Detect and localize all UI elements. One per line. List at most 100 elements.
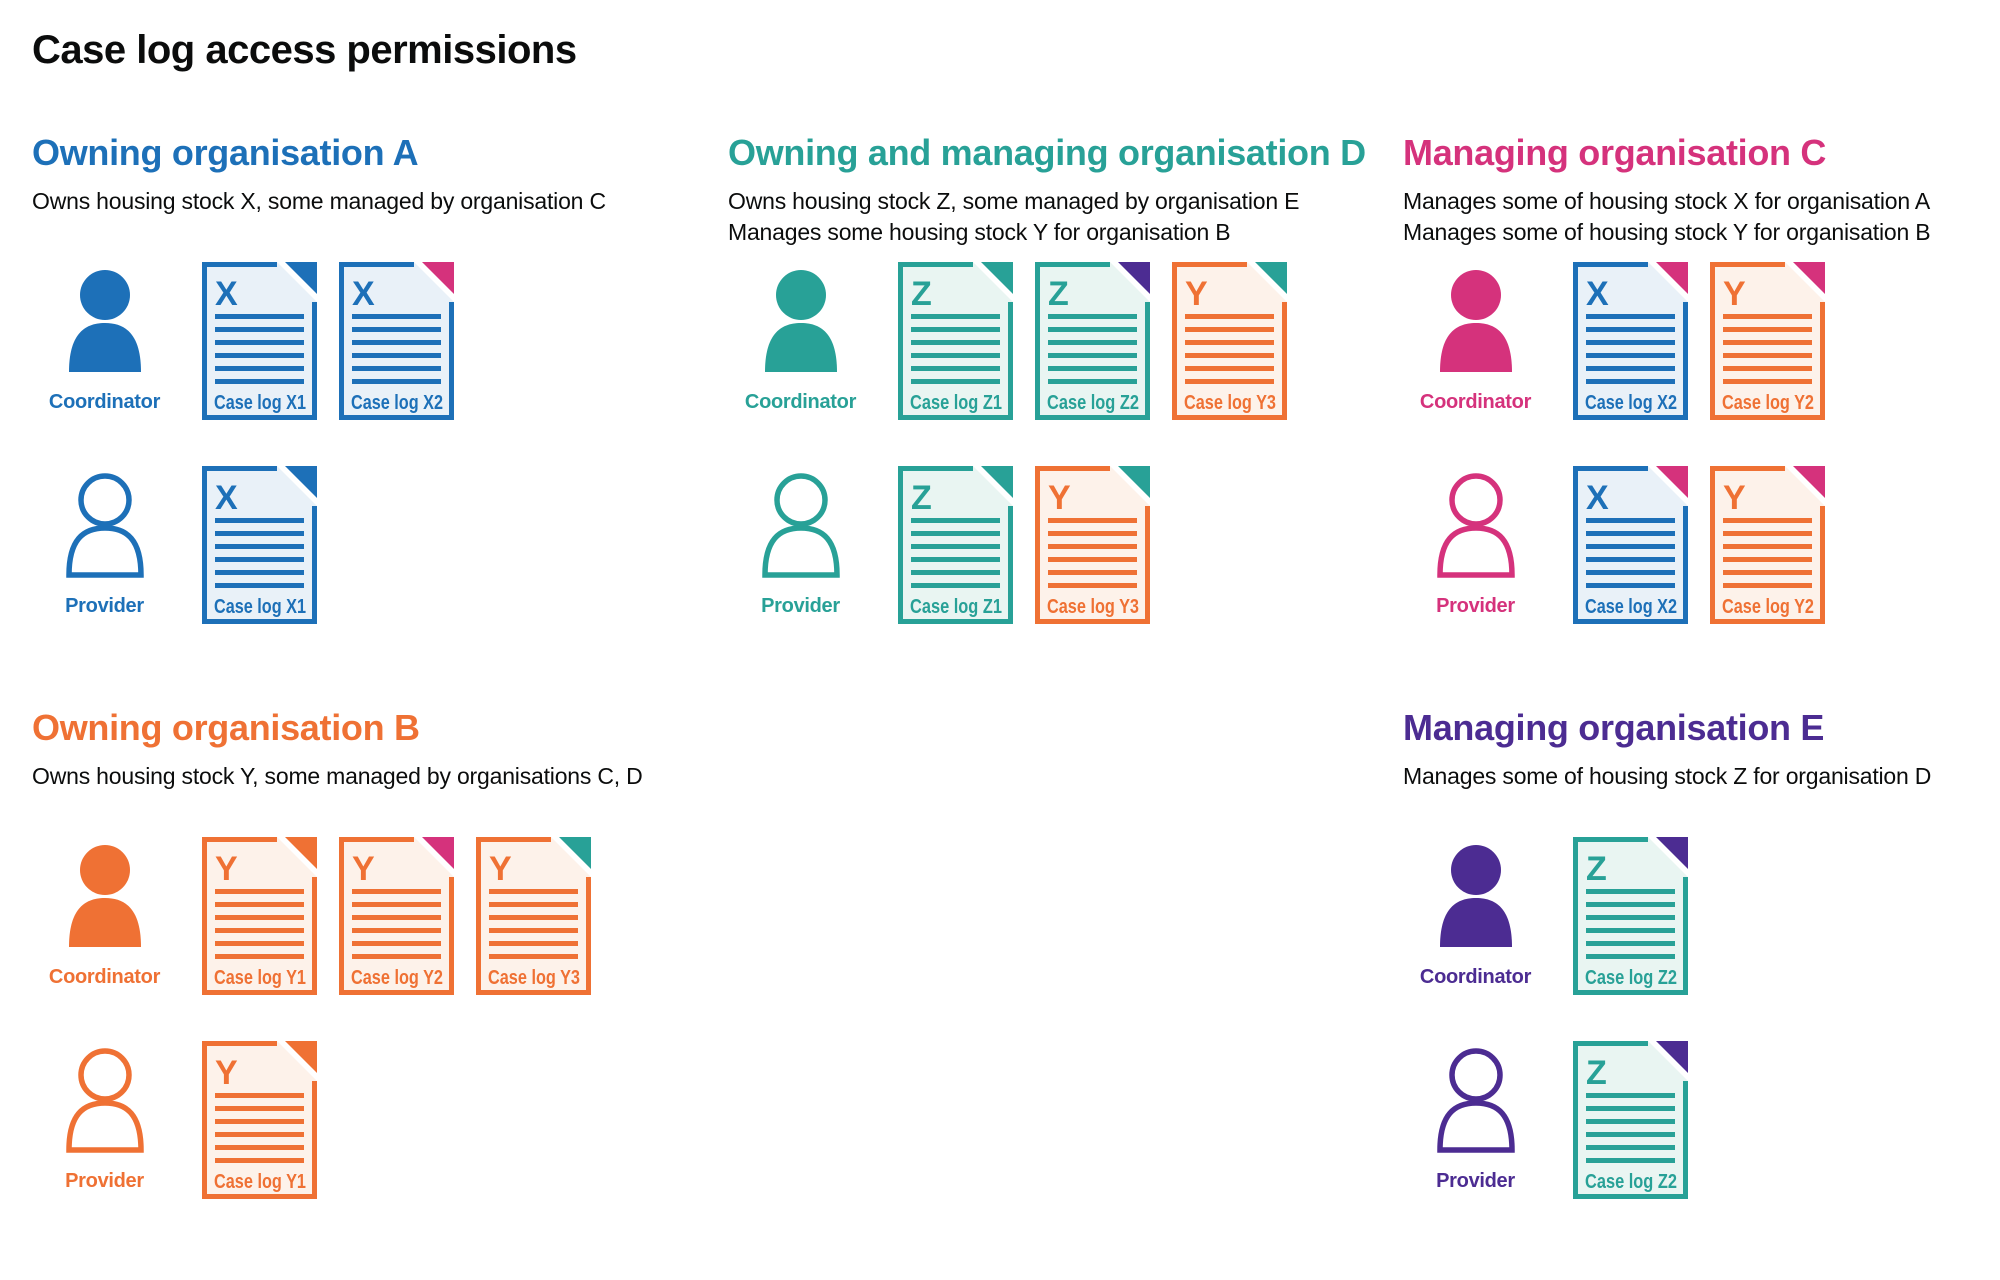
- doc-text-line: [215, 940, 304, 946]
- provider-row: Provider Z Case log Z2: [1403, 1040, 1993, 1199]
- fold-corner-icon: [1656, 1040, 1688, 1073]
- coordinator-icon: [764, 269, 837, 372]
- coordinator-icon: [1439, 269, 1512, 372]
- doc-text-line: [1586, 1157, 1675, 1163]
- case-log-document: X Case log X2: [339, 261, 454, 420]
- section-description: Owns housing stock Z, some managed by or…: [728, 186, 1388, 250]
- case-log-document: Z Case log Z2: [1035, 261, 1150, 420]
- provider-icon: [1436, 473, 1515, 578]
- doc-text-line: [1586, 1144, 1675, 1150]
- doc-text-line: [215, 517, 304, 523]
- stock-letter: X: [1586, 275, 1609, 313]
- doc-text-line: [352, 326, 441, 332]
- case-log-document: X Case log X1: [202, 465, 317, 624]
- section-description: Manages some of housing stock X for orga…: [1403, 186, 1993, 250]
- case-log-label: Case log Z2: [1585, 967, 1677, 989]
- fold-corner-icon: [422, 836, 454, 869]
- case-log-label: Case log Y1: [214, 967, 306, 989]
- stock-letter: Y: [1185, 275, 1208, 313]
- doc-border: [1172, 261, 1287, 420]
- doc-text-line: [215, 914, 304, 920]
- doc-text-line: [1586, 582, 1675, 588]
- coordinator-row: Coordinator Z Case log Z2: [1403, 836, 1993, 995]
- stock-letter: Z: [1586, 850, 1607, 888]
- section-description-line: Manages some of housing stock Y for orga…: [1403, 218, 1931, 245]
- doc-text-line: [1048, 339, 1137, 345]
- case-log-label: Case log Y2: [1722, 596, 1814, 618]
- doc-text-line: [489, 927, 578, 933]
- doc-text-line: [352, 378, 441, 384]
- role-label: Coordinator: [48, 390, 161, 413]
- doc-text-line: [215, 326, 304, 332]
- doc-text-line: [1586, 914, 1675, 920]
- section-description: Owns housing stock X, some managed by or…: [32, 186, 692, 250]
- person-block: Provider: [1403, 1047, 1548, 1193]
- provider-icon: [761, 473, 840, 578]
- doc-text-line: [1586, 953, 1675, 959]
- case-log-label: Case log Y2: [1722, 392, 1814, 414]
- doc-text-line: [215, 352, 304, 358]
- doc-text-line: [1586, 888, 1675, 894]
- doc-text-line: [1048, 378, 1137, 384]
- case-log-list: X Case log X1 X Case log X2: [202, 261, 454, 420]
- case-log-label: Case log X2: [1585, 596, 1677, 618]
- case-log-label: Case log Y3: [488, 967, 580, 989]
- doc-text-line: [1048, 365, 1137, 371]
- stock-letter: Z: [911, 275, 932, 313]
- doc-border: [202, 465, 317, 624]
- doc-text-line: [489, 953, 578, 959]
- fold-corner-icon: [1255, 261, 1287, 294]
- doc-text-line: [1723, 556, 1812, 562]
- doc-text-line: [489, 940, 578, 946]
- provider-icon: [65, 1048, 144, 1153]
- doc-text-line: [911, 543, 1000, 549]
- person-block: Provider: [1403, 472, 1548, 618]
- section-org-c: Managing organisation C Manages some of …: [1403, 134, 1993, 670]
- role-label: Coordinator: [744, 390, 857, 413]
- role-label: Coordinator: [48, 965, 161, 988]
- doc-text-line: [1723, 569, 1812, 575]
- section-title: Managing organisation C: [1403, 132, 1827, 173]
- doc-border: [898, 465, 1013, 624]
- fold-corner-icon: [1793, 261, 1825, 294]
- fold-corner-icon: [1656, 465, 1688, 498]
- stock-letter: Y: [352, 850, 375, 888]
- doc-text-line: [215, 1144, 304, 1150]
- doc-text-line: [911, 365, 1000, 371]
- coordinator-row: Coordinator X Case log X2 Y Case log Y2: [1403, 261, 1993, 420]
- case-log-list: Y Case log Y1 Y Case log Y2 Y Case log Y…: [202, 836, 591, 995]
- role-label: Provider: [1436, 594, 1515, 617]
- doc-text-line: [1586, 378, 1675, 384]
- doc-text-line: [1586, 1131, 1675, 1137]
- doc-text-line: [1048, 313, 1137, 319]
- doc-text-line: [215, 1118, 304, 1124]
- role-label: Coordinator: [1419, 390, 1532, 413]
- doc-border: [1710, 465, 1825, 624]
- doc-text-line: [352, 940, 441, 946]
- page-title: Case log access permissions: [32, 28, 577, 72]
- fold-corner-icon: [285, 1040, 317, 1073]
- doc-text-line: [1586, 326, 1675, 332]
- case-log-label: Case log Z1: [910, 392, 1002, 414]
- fold-corner-icon: [559, 836, 591, 869]
- coordinator-icon: [1439, 844, 1512, 947]
- doc-border: [898, 261, 1013, 420]
- fold-corner-icon: [1793, 465, 1825, 498]
- person-block: Provider: [32, 472, 177, 618]
- case-log-document: Y Case log Y3: [476, 836, 591, 995]
- case-log-document: Z Case log Z1: [898, 465, 1013, 624]
- doc-text-line: [489, 901, 578, 907]
- section-description-line: Owns housing stock Z, some managed by or…: [728, 187, 1300, 214]
- role-label: Provider: [65, 1169, 144, 1192]
- case-log-label: Case log X1: [214, 392, 306, 414]
- case-log-label: Case log Y1: [214, 1171, 306, 1193]
- doc-text-line: [1586, 352, 1675, 358]
- doc-border: [202, 836, 317, 995]
- doc-text-line: [911, 517, 1000, 523]
- section-description-line: Manages some of housing stock Z for orga…: [1403, 762, 1932, 789]
- fold-corner-icon: [1118, 465, 1150, 498]
- doc-border: [1035, 261, 1150, 420]
- fold-corner-icon: [981, 261, 1013, 294]
- case-log-label: Case log Z2: [1047, 392, 1139, 414]
